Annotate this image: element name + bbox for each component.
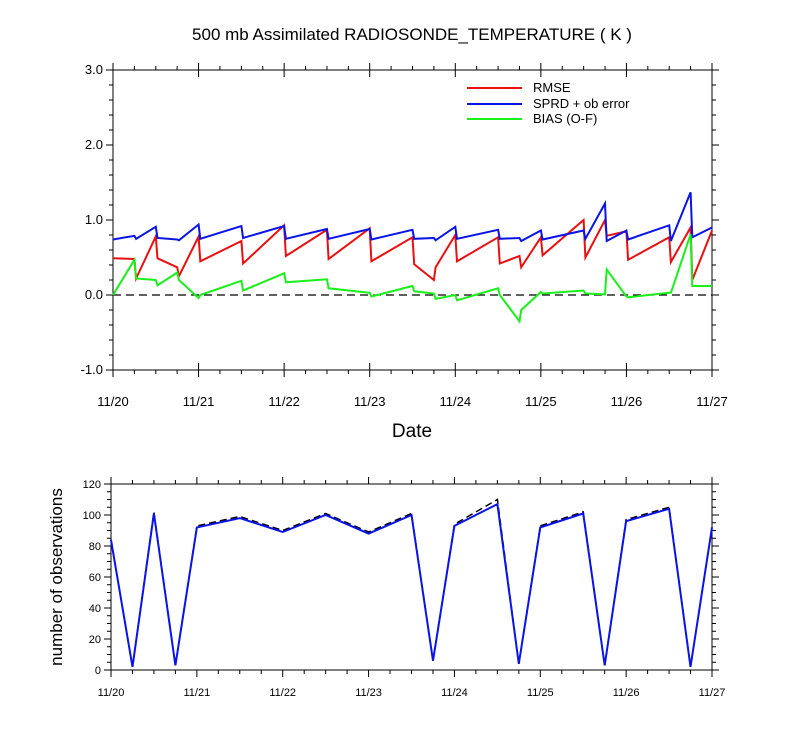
x-tick-label: 11/26 xyxy=(611,394,643,409)
plot-frame xyxy=(112,69,713,371)
x-tick-label: 11/25 xyxy=(527,687,554,699)
x-tick-label: 11/25 xyxy=(525,394,557,409)
y-tick-label: 1.0 xyxy=(85,212,103,227)
y-tick-label: 0 xyxy=(95,665,101,677)
legend-label: RMSE xyxy=(533,80,571,95)
x-tick-label: 11/27 xyxy=(696,394,728,409)
x-axis-label: Date xyxy=(392,421,432,442)
x-tick-label: 11/24 xyxy=(439,394,471,409)
y-tick-label: 3.0 xyxy=(85,62,103,77)
x-tick-label: 11/24 xyxy=(441,687,468,699)
x-tick-label: 11/22 xyxy=(269,687,296,699)
legend-label: BIAS (O-F) xyxy=(533,111,597,126)
x-tick-label: 11/23 xyxy=(354,394,386,409)
x-tick-label: 11/20 xyxy=(98,687,125,699)
y-tick-label: 100 xyxy=(83,510,101,522)
y-tick-label: 80 xyxy=(89,541,101,553)
plot-frame xyxy=(110,483,713,671)
chart-title: 500 mb Assimilated RADIOSONDE_TEMPERATUR… xyxy=(192,25,632,44)
y-tick-label: 120 xyxy=(83,479,101,491)
legend-label: SPRD + ob error xyxy=(533,96,630,111)
y-tick-label: -1.0 xyxy=(81,362,103,377)
x-tick-label: 11/22 xyxy=(268,394,300,409)
y-axis-label-observations: number of observations xyxy=(47,488,66,666)
y-tick-label: 2.0 xyxy=(85,137,103,152)
series-line-bias-o-f xyxy=(112,233,712,324)
y-tick-label: 0.0 xyxy=(85,287,103,302)
x-tick-label: 11/23 xyxy=(355,687,382,699)
y-tick-label: 20 xyxy=(89,634,101,646)
x-tick-label: 11/21 xyxy=(183,394,215,409)
x-tick-label: 11/20 xyxy=(97,394,129,409)
y-tick-label: 40 xyxy=(89,603,101,615)
series-line-obs-solid xyxy=(110,502,713,668)
y-tick-label: 60 xyxy=(89,572,101,584)
series-line-sprd-ob-error xyxy=(112,191,713,243)
x-tick-label: 11/27 xyxy=(699,687,726,699)
x-tick-label: 11/26 xyxy=(613,687,640,699)
rms-bias-chart: -1.0 0.0 1.0 2.0 3.0 11/20 11/21 11/22 11/23 11/2… xyxy=(81,62,728,409)
series-line-obs-dashed xyxy=(110,498,713,668)
series-line-rmse xyxy=(112,216,713,283)
observation-count-chart: 0 20 40 60 80 100 120 11/20 11/21 11/22 11/23 11/24… xyxy=(83,477,726,699)
x-tick-label: 11/21 xyxy=(183,687,210,699)
